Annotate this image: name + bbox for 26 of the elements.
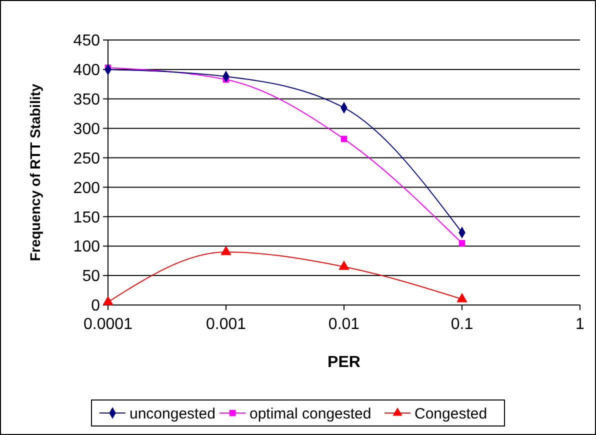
x-axis-title: PER bbox=[328, 354, 361, 371]
point bbox=[456, 292, 468, 302]
y-tick-label: 350 bbox=[73, 91, 100, 108]
point bbox=[458, 240, 466, 246]
y-tick-label: 150 bbox=[73, 209, 100, 226]
y-tick-label: 100 bbox=[73, 238, 100, 256]
y-tick-label: 300 bbox=[73, 120, 100, 138]
y-tick-label: 50 bbox=[82, 268, 100, 286]
x-tick-label: 0.01 bbox=[328, 316, 360, 333]
y-tick-label: 200 bbox=[73, 180, 100, 197]
x-tick-label: 1 bbox=[576, 316, 585, 333]
x-tick-label: 0.001 bbox=[206, 316, 246, 333]
point bbox=[338, 260, 350, 270]
y-tick-label: 450 bbox=[73, 32, 100, 50]
point bbox=[220, 246, 232, 256]
legend-label: optimal congested bbox=[250, 405, 372, 422]
x-tick-label: 0.0001 bbox=[84, 316, 133, 333]
y-axis-title: Frequency of RTT Stability bbox=[27, 84, 43, 262]
legend-label: Congested bbox=[414, 405, 488, 422]
y-tick-label: 400 bbox=[73, 62, 100, 80]
point bbox=[340, 136, 348, 142]
y-tick-label: 0 bbox=[91, 298, 100, 315]
x-tick-label: 0.1 bbox=[450, 316, 474, 333]
legend-label: uncongested bbox=[130, 405, 216, 422]
point bbox=[102, 296, 114, 306]
y-tick-label: 250 bbox=[73, 150, 100, 168]
